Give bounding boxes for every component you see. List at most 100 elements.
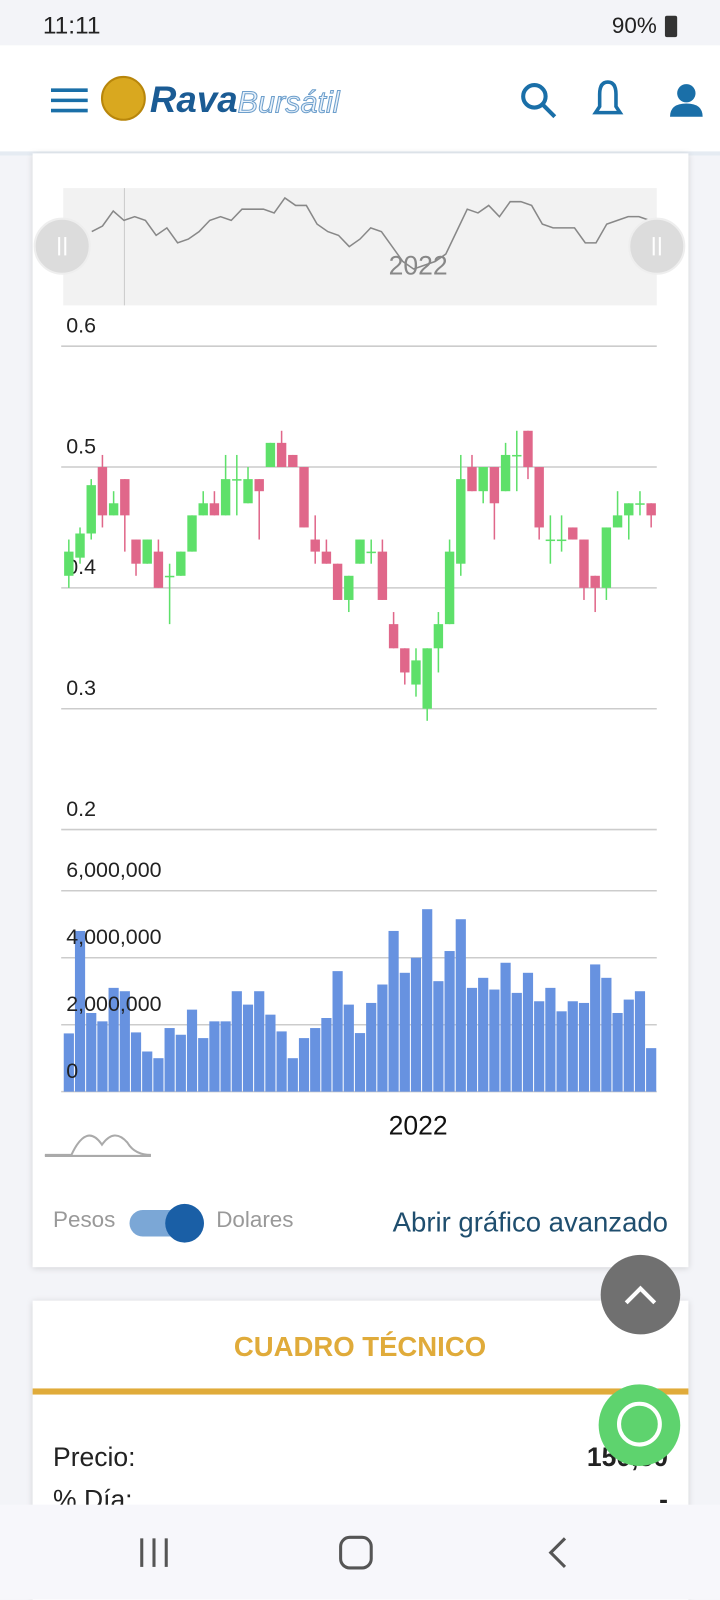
volume-bar bbox=[119, 991, 130, 1092]
volume-bar bbox=[74, 930, 86, 1092]
candle-body bbox=[478, 467, 488, 492]
sparkline-icon[interactable] bbox=[44, 1134, 151, 1157]
volume-bar bbox=[534, 1001, 545, 1092]
y-tick-label: 0.6 bbox=[66, 313, 96, 337]
volume-bar bbox=[209, 1021, 220, 1092]
volume-bar bbox=[276, 1031, 287, 1092]
toggle-knob[interactable] bbox=[165, 1203, 204, 1243]
candle-body bbox=[332, 563, 343, 600]
candle-body bbox=[612, 515, 623, 528]
volume-bar bbox=[265, 1014, 276, 1092]
cuadro-title: CUADRO TÉCNICO bbox=[234, 1331, 486, 1362]
volume-bar bbox=[153, 1058, 164, 1092]
candle-body bbox=[467, 467, 477, 492]
candle-body bbox=[131, 539, 141, 564]
volume-bar bbox=[108, 987, 119, 1092]
menu-icon[interactable] bbox=[50, 88, 88, 113]
nav-back[interactable] bbox=[548, 1537, 567, 1568]
volume-bar bbox=[634, 991, 646, 1092]
volume-bar bbox=[466, 987, 478, 1092]
user-icon[interactable] bbox=[670, 84, 703, 117]
volume-bar bbox=[500, 962, 511, 1092]
volume-bar bbox=[343, 1004, 354, 1092]
volume-bar bbox=[254, 991, 265, 1092]
volume-bar bbox=[287, 1058, 298, 1092]
volume-bar bbox=[321, 1018, 332, 1092]
candle-body bbox=[422, 648, 432, 709]
y2-tick-label: 0 bbox=[66, 1059, 78, 1083]
bell-icon[interactable] bbox=[592, 80, 624, 115]
y2-tick-label: 2,000,000 bbox=[66, 992, 161, 1016]
candle-body bbox=[299, 467, 309, 528]
candle-body bbox=[276, 442, 287, 468]
volume-bar bbox=[522, 972, 534, 1092]
volume-bar bbox=[601, 977, 612, 1092]
advanced-chart-link[interactable]: Abrir gráfico avanzado bbox=[393, 1207, 668, 1238]
volume-bar bbox=[612, 1012, 623, 1092]
candle-body bbox=[344, 575, 354, 600]
candle-body bbox=[512, 454, 522, 457]
chart-card bbox=[32, 153, 689, 1268]
navigator-bg bbox=[63, 188, 657, 306]
logo-main: Rava bbox=[150, 79, 238, 120]
candle-body bbox=[400, 648, 410, 673]
candle-body bbox=[411, 660, 421, 685]
volume-bar bbox=[186, 1009, 198, 1092]
candle-body bbox=[635, 503, 645, 505]
navigator-label: 2022 bbox=[389, 251, 448, 281]
logo-coin bbox=[100, 75, 146, 121]
volume-bar bbox=[511, 992, 522, 1092]
volume-bar bbox=[231, 991, 242, 1092]
nav-home[interactable] bbox=[339, 1535, 373, 1570]
y-tick-label: 0.3 bbox=[66, 676, 96, 700]
battery-icon bbox=[664, 15, 678, 38]
cuadro-divider bbox=[32, 1388, 689, 1395]
row-value: - bbox=[659, 1485, 668, 1515]
candle-body bbox=[568, 527, 578, 540]
candle-body bbox=[500, 454, 511, 492]
y2-tick-label: 4,000,000 bbox=[66, 925, 161, 949]
chart: 20220.20.30.40.50.602,000,0004,000,0006,… bbox=[33, 188, 686, 1140]
navigator-handle bbox=[628, 217, 686, 275]
volume-bar bbox=[130, 1032, 142, 1092]
candle-body bbox=[388, 624, 399, 649]
volume-bar bbox=[422, 909, 433, 1092]
candle-body bbox=[187, 515, 197, 552]
candle-body bbox=[220, 479, 231, 516]
nav-recent[interactable] bbox=[140, 1538, 168, 1567]
candle-body bbox=[86, 485, 96, 534]
nav-bar bbox=[0, 1504, 720, 1600]
candle-body bbox=[120, 479, 130, 516]
volume-bar bbox=[377, 984, 388, 1092]
volume-bar bbox=[198, 1038, 209, 1092]
volume-bar bbox=[366, 1002, 377, 1092]
candle-body bbox=[366, 551, 376, 554]
scroll-top-button[interactable] bbox=[600, 1254, 681, 1335]
volume-bar bbox=[410, 957, 422, 1092]
candle-body bbox=[444, 551, 455, 625]
volume-bar bbox=[444, 951, 455, 1092]
volume-bar bbox=[242, 1004, 254, 1092]
row-label: Precio: bbox=[53, 1442, 135, 1472]
volume-bar bbox=[623, 999, 634, 1092]
volume-bar bbox=[164, 1028, 175, 1092]
volume-bar bbox=[455, 919, 466, 1092]
volume-bar bbox=[63, 1033, 74, 1092]
candle-body bbox=[142, 539, 152, 564]
volume-bar bbox=[310, 1028, 321, 1092]
candle-body bbox=[97, 467, 108, 516]
volume-bar bbox=[298, 1038, 310, 1092]
whatsapp-button[interactable] bbox=[598, 1384, 681, 1466]
search-icon[interactable] bbox=[521, 83, 557, 119]
volume-bar bbox=[578, 1002, 590, 1092]
candle-body bbox=[265, 442, 276, 468]
candle-body bbox=[601, 527, 612, 588]
candle-body bbox=[456, 479, 466, 564]
candle-body bbox=[243, 479, 253, 504]
candle-body bbox=[534, 467, 544, 528]
candle-body bbox=[288, 454, 298, 468]
candle-body bbox=[355, 539, 365, 564]
chevron-up bbox=[624, 1285, 657, 1305]
candle-body bbox=[209, 503, 220, 516]
